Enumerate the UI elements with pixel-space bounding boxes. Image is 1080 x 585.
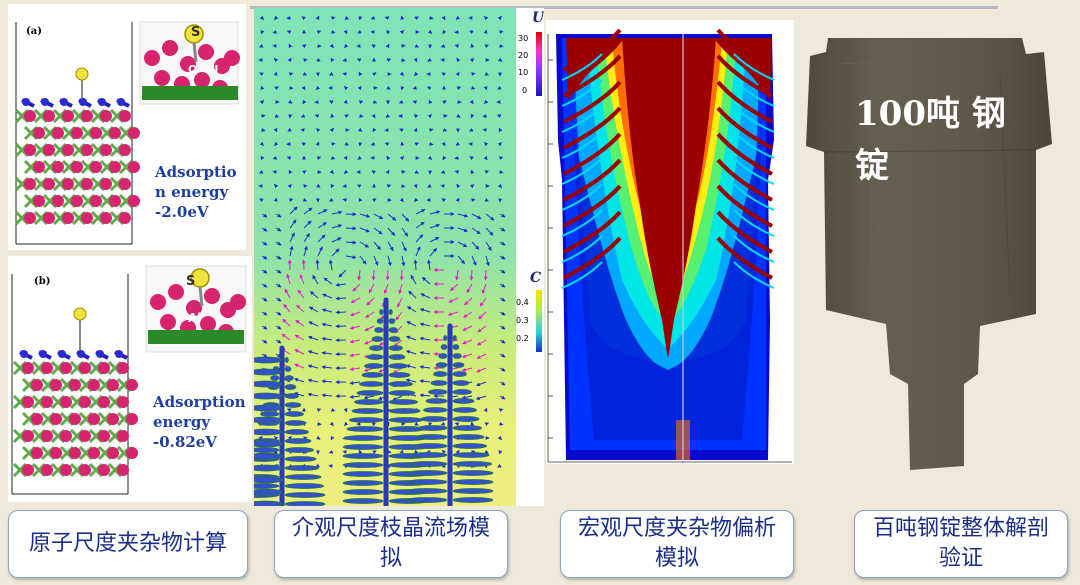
adsorption-energy-a: Adsorptio n energy -2.0eV [155, 163, 237, 221]
colorbar-c-tick: 0.3 [516, 316, 529, 325]
colorbar-u-tick: 0 [522, 86, 528, 95]
macro-segregation-panel [546, 20, 794, 464]
atomic-structure-b: (b) S Al [11, 265, 247, 495]
panel-tag-b: (b) [34, 276, 50, 287]
atomic-panel-b: (b) S Al Adsorption energy -0.82eV [8, 256, 252, 502]
ingot-photo-panel: 100吨 钢锭 [800, 34, 1058, 478]
colorbar-u-title: U [532, 10, 544, 26]
dendrite-flow-panel: U 30 20 10 0 C 0.4 0.3 0.2 [254, 8, 544, 506]
velocity-colorbar [536, 32, 542, 96]
colorbar-c-tick: 0.4 [516, 298, 529, 307]
panel-tag-a: (a) [26, 26, 42, 37]
header-line [250, 6, 998, 9]
caption-meso-scale: 介观尺度枝晶流场模拟 [274, 510, 508, 578]
oxygen-label-a: O [188, 63, 197, 76]
concentration-colorbar [536, 290, 542, 352]
adsorption-energy-b: Adsorption energy -0.82eV [153, 393, 246, 451]
colorbar-c-title: C [530, 270, 542, 286]
atomic-panel-a: (a) S O Al Adsorptio n energy -2.0eV [8, 4, 246, 250]
caption-ingot-validation: 百吨钢锭整体解剖验证 [854, 510, 1068, 578]
segregation-contour-map [546, 20, 794, 464]
caption-macro-scale: 宏观尺度夹杂物偏析模拟 [560, 510, 794, 578]
sulfur-label-a: S [191, 25, 200, 40]
colorbar-u-tick: 10 [518, 68, 529, 77]
colorbar-u-tick: 20 [518, 51, 529, 60]
aluminum-label-a: Al [206, 63, 218, 76]
aluminum-label-b: Al [188, 311, 201, 325]
colorbar-c-tick: 0.2 [516, 334, 529, 343]
sulfur-label-b: S [186, 274, 195, 289]
dendrite-flow-field [254, 8, 544, 506]
caption-atomic-scale: 原子尺度夹杂物计算 [8, 510, 248, 578]
atomic-structure-a: (a) S O Al [14, 21, 240, 245]
steel-ingot-image [806, 38, 1052, 470]
colorbar-u-tick: 30 [518, 34, 529, 43]
ingot-label: 100吨 钢锭 [855, 94, 1006, 186]
